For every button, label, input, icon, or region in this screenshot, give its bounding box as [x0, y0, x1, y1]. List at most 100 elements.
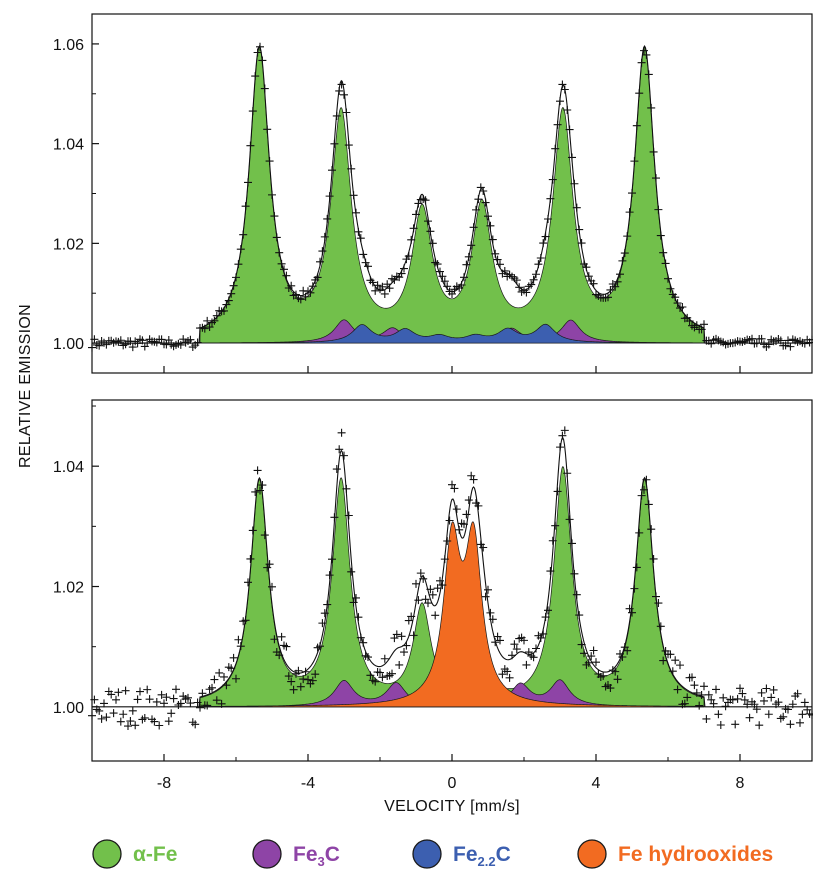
data-point [436, 576, 444, 585]
data-point [308, 282, 317, 291]
data-point [198, 689, 207, 698]
data-point [522, 660, 531, 669]
data-point [479, 186, 488, 195]
data-point [359, 638, 368, 647]
data-point [678, 302, 687, 311]
data-point [644, 500, 653, 509]
data-point [680, 699, 689, 708]
data-point [474, 501, 483, 510]
data-point [227, 664, 236, 673]
data-point [551, 144, 560, 153]
data-point [570, 569, 579, 578]
data-point [325, 192, 334, 201]
data-point [527, 280, 536, 289]
data-point [90, 695, 99, 704]
data-point [88, 343, 96, 352]
data-point [114, 688, 123, 697]
data-point [464, 252, 473, 261]
data-point [431, 611, 440, 620]
data-point [728, 695, 737, 704]
data-point [781, 341, 790, 350]
data-point [414, 596, 423, 605]
data-point [632, 121, 641, 130]
x-axis-label: VELOCITY [mm/s] [384, 798, 520, 815]
data-point [496, 636, 504, 645]
data-point [378, 282, 387, 291]
data-point [623, 646, 632, 655]
data-point [224, 296, 233, 305]
data-point [796, 718, 804, 727]
data-point [193, 698, 202, 707]
data-point [169, 694, 178, 703]
legend-label-fe3c: Fe3C [293, 843, 340, 869]
data-point [623, 232, 632, 241]
data-point [356, 234, 365, 243]
data-point [359, 250, 368, 259]
data-point [282, 271, 291, 280]
data-point [788, 700, 797, 709]
data-point [570, 179, 579, 188]
data-point [136, 687, 144, 696]
data-point [462, 510, 471, 519]
y-tick-label: 1.00 [53, 336, 84, 353]
data-point [352, 208, 360, 217]
data-point [289, 685, 298, 694]
data-point [404, 616, 413, 625]
data-point [688, 673, 696, 682]
legend: α-Fe Fe3C Fe2.2C Fe hydrooxides [92, 839, 773, 869]
data-point [263, 125, 272, 134]
data-point [484, 585, 492, 594]
data-point [316, 257, 324, 266]
data-point [712, 685, 720, 694]
data-point [457, 280, 466, 289]
data-point [222, 681, 231, 690]
data-point [656, 622, 665, 631]
data-point [258, 56, 267, 65]
data-point [548, 536, 557, 545]
data-point [335, 445, 344, 454]
legend-label-alpha-fe: α-Fe [133, 843, 177, 866]
data-point [700, 682, 708, 691]
data-point [438, 272, 447, 281]
data-point [800, 698, 809, 707]
data-point [143, 685, 152, 694]
data-point [635, 89, 644, 98]
data-point [364, 653, 372, 662]
data-point [536, 633, 545, 642]
data-point [433, 584, 442, 593]
data-point [210, 316, 219, 325]
data-point [409, 224, 418, 233]
data-point [784, 336, 792, 345]
data-point [287, 677, 296, 686]
data-point [652, 174, 660, 183]
data-point [486, 608, 495, 617]
data-point [184, 693, 192, 702]
data-point [347, 567, 356, 576]
data-point [664, 274, 672, 283]
data-point [332, 111, 341, 120]
data-point [354, 227, 363, 236]
data-point [659, 656, 668, 665]
data-point [488, 235, 497, 244]
legend-marker-alpha-fe [92, 839, 122, 869]
data-point [241, 202, 250, 211]
data-point [642, 50, 651, 59]
data-point [455, 525, 464, 534]
data-point [529, 275, 538, 284]
data-point [304, 675, 312, 684]
data-point [332, 465, 341, 474]
data-point [253, 466, 262, 475]
data-point [128, 706, 137, 715]
data-point [196, 703, 204, 712]
data-point [625, 208, 634, 217]
data-point [402, 641, 411, 650]
data-point [318, 247, 327, 256]
data-point [152, 697, 161, 706]
data-point [544, 606, 552, 615]
data-point [412, 210, 420, 219]
data-point [311, 670, 320, 679]
data-point [364, 262, 372, 271]
data-point [661, 259, 670, 268]
data-point [632, 563, 641, 572]
data-point [784, 705, 792, 714]
